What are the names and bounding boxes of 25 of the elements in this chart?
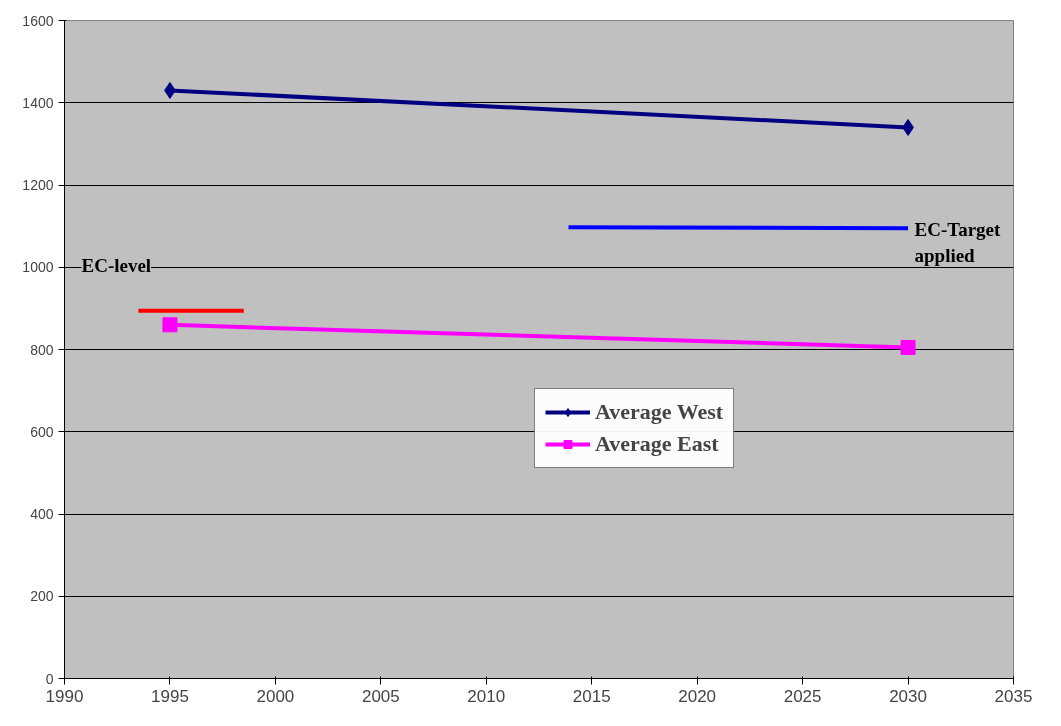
y-tick-label: 1000 xyxy=(22,259,54,276)
x-tick-label: 2000 xyxy=(256,686,295,706)
x-tick-label: 1995 xyxy=(151,686,189,706)
annotation: EC-level xyxy=(81,255,152,276)
point xyxy=(900,339,916,355)
point xyxy=(162,317,178,333)
x-tick-label: 1990 xyxy=(45,686,84,706)
annotation: EC-Target applied xyxy=(914,219,1002,266)
x-tick-label: 2005 xyxy=(361,686,400,706)
y-tick-label: 1400 xyxy=(22,94,54,111)
y-tick-label: 200 xyxy=(30,588,54,605)
x-tick-label: 2035 xyxy=(994,686,1033,706)
y-tick-label: 600 xyxy=(30,423,54,440)
y-tick-label: 400 xyxy=(30,506,54,522)
y-tick-label: 0 xyxy=(45,670,54,687)
x-tick-label: 2015 xyxy=(572,686,611,706)
y-tick-label: 800 xyxy=(30,341,54,358)
y-tick-label: 1600 xyxy=(22,12,54,29)
x-tick-label: 2025 xyxy=(783,686,822,706)
x-tick-label: 2020 xyxy=(678,686,717,706)
x-tick-label: 2010 xyxy=(467,686,506,706)
legend-label: Average East xyxy=(595,431,719,457)
x-tick-label: 2030 xyxy=(889,686,927,706)
y-tick-label: 1200 xyxy=(22,177,54,193)
legend-label: Average West xyxy=(595,399,724,425)
